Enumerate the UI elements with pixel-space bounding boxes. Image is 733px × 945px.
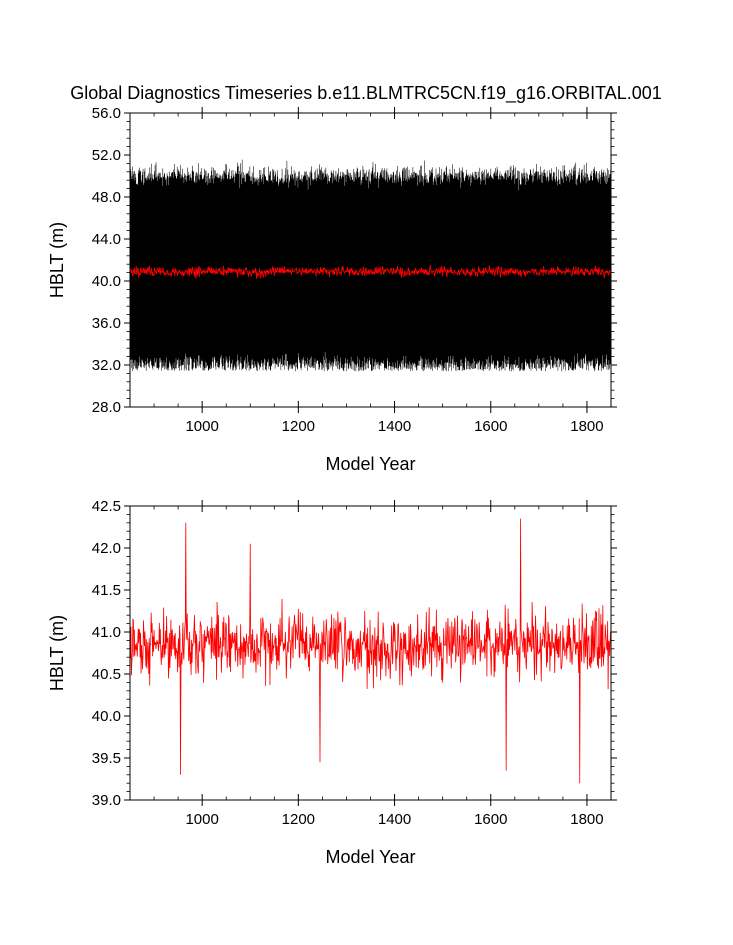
top-series-line-2 [130, 264, 611, 279]
bottom-y-tick-label: 42.5 [92, 498, 121, 515]
bottom-y-tick-label: 41.0 [92, 624, 121, 641]
top-y-tick-label: 52.0 [92, 147, 121, 164]
bottom-x-axis-label: Model Year [325, 847, 415, 867]
bottom-tick-labels: 1000 1200 1400 1600 1800 39.0 39.5 40.0 40.5 41.0… [92, 498, 604, 828]
bottom-y-tick-label: 40.0 [92, 708, 121, 725]
top-y-tick-label: 40.0 [92, 273, 121, 290]
top-y-tick-label: 32.0 [92, 357, 121, 374]
top-series-line-1 [130, 159, 611, 372]
top-x-tick-label: 1200 [282, 418, 315, 435]
top-x-tick-label: 1600 [474, 418, 507, 435]
top-y-axis-label: HBLT (m) [47, 222, 67, 298]
top-series-layer [130, 159, 611, 372]
bottom-x-tick-label: 1800 [570, 811, 603, 828]
top-panel: 1000 1200 1400 1600 1800 28.0 32.0 36.0 40.0 44.0… [47, 105, 617, 474]
bottom-x-tick-label: 1400 [378, 811, 411, 828]
top-x-tick-label: 1000 [185, 418, 218, 435]
bottom-x-tick-label: 1000 [185, 811, 218, 828]
top-x-tick-label: 1800 [570, 418, 603, 435]
bottom-y-tick-label: 40.5 [92, 666, 121, 683]
bottom-series-line-1 [130, 518, 611, 784]
top-y-tick-label: 36.0 [92, 315, 121, 332]
top-x-axis-label: Model Year [325, 454, 415, 474]
bottom-y-tick-label: 41.5 [92, 582, 121, 599]
bottom-y-tick-label: 42.0 [92, 540, 121, 557]
bottom-x-tick-label: 1200 [282, 811, 315, 828]
bottom-y-tick-label: 39.5 [92, 750, 121, 767]
bottom-y-axis-label: HBLT (m) [47, 615, 67, 691]
bottom-x-tick-label: 1600 [474, 811, 507, 828]
bottom-y-tick-label: 39.0 [92, 792, 121, 809]
top-y-tick-label: 48.0 [92, 189, 121, 206]
top-ticks [124, 107, 617, 413]
figure-title: Global Diagnostics Timeseries b.e11.BLMT… [70, 83, 662, 104]
top-y-tick-label: 56.0 [92, 105, 121, 122]
top-y-tick-label: 44.0 [92, 231, 121, 248]
top-y-tick-label: 28.0 [92, 399, 121, 416]
top-x-tick-label: 1400 [378, 418, 411, 435]
bottom-ticks [124, 500, 617, 806]
top-tick-labels: 1000 1200 1400 1600 1800 28.0 32.0 36.0 40.0 44.0… [92, 105, 604, 435]
bottom-panel: 1000 1200 1400 1600 1800 39.0 39.5 40.0 40.5 41.0… [47, 498, 617, 867]
bottom-series-layer [130, 518, 611, 784]
